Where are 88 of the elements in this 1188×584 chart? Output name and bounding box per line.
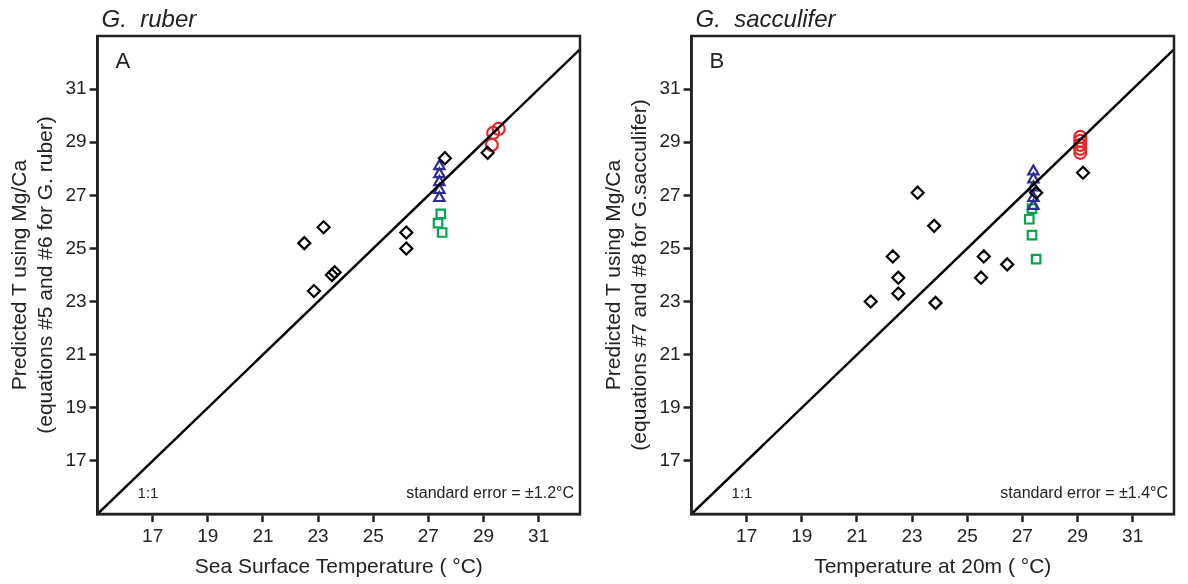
point: [1073, 141, 1088, 156]
y-tick-label: 29: [65, 130, 87, 152]
point: [1073, 129, 1088, 145]
y-tick-label: 31: [65, 77, 87, 99]
annotation: standard error = ±1.4°C: [1000, 484, 1168, 501]
y-tick-label: 25: [659, 236, 681, 258]
y-tick-label: 29: [659, 130, 681, 152]
point: [484, 137, 499, 152]
point: [1027, 164, 1040, 176]
point: [1073, 137, 1088, 152]
x-tick-label: 21: [846, 524, 868, 546]
y-tick-label: 27: [659, 183, 681, 205]
x-axis-title: Sea Surface Temperature ( °C): [194, 554, 483, 578]
point: [399, 225, 414, 240]
point: [433, 182, 446, 195]
x-tick-label: 25: [362, 524, 384, 546]
point: [435, 208, 447, 220]
point: [1023, 213, 1035, 225]
point: [910, 185, 925, 200]
point: [1027, 198, 1040, 211]
x-tick-label: 23: [307, 524, 329, 546]
x-tick-label: 31: [528, 524, 550, 546]
y-tick-label: 23: [659, 289, 681, 311]
x-tick-label: 31: [1122, 524, 1144, 546]
y-tick-label: 25: [65, 236, 87, 258]
point: [1027, 190, 1040, 203]
y-axis-title: Predicted T using Mg/Ca (equations #7 and #8 for G.sacculifer): [601, 99, 650, 451]
point: [976, 249, 991, 264]
y-tick-label: 27: [65, 183, 87, 205]
point: [480, 145, 495, 160]
point: [928, 295, 943, 310]
point: [1026, 229, 1038, 241]
annotation: 1:1: [137, 484, 159, 501]
x-tick-label: 21: [252, 524, 274, 546]
y-axis-title: Predicted T using Mg/Ca (equations #5 and #6 for G. ruber): [7, 116, 56, 434]
y-tick-label: 21: [659, 342, 681, 364]
y-tick-label: 31: [659, 77, 681, 99]
point: [306, 283, 322, 299]
point: [891, 270, 906, 285]
point: [927, 218, 942, 233]
y-tick-label: 23: [65, 289, 87, 311]
point: [486, 125, 501, 141]
point: [437, 151, 453, 166]
point: [433, 159, 446, 171]
x-tick-label: 27: [417, 524, 439, 546]
point: [1027, 172, 1040, 184]
point: [436, 227, 448, 238]
point: [1026, 203, 1038, 214]
point: [863, 294, 878, 309]
x-tick-label: 25: [956, 524, 978, 546]
point: [433, 174, 446, 187]
point: [1073, 133, 1088, 148]
chart-title: G. ruber: [101, 4, 198, 32]
y-tick-label: 17: [659, 449, 681, 471]
chart-title: G. sacculifer: [695, 4, 837, 32]
point: [399, 241, 414, 256]
point: [973, 270, 989, 285]
annotation: B: [709, 48, 725, 73]
y-tick-label: 19: [659, 396, 681, 418]
y-tick-label: 17: [65, 449, 87, 471]
annotation: A: [115, 48, 131, 73]
point: [1029, 185, 1044, 200]
y-tick-label: 19: [65, 396, 87, 418]
x-tick-label: 29: [472, 524, 495, 546]
x-tick-label: 19: [791, 524, 813, 546]
point: [885, 249, 900, 264]
x-tick-label: 27: [1011, 524, 1033, 546]
x-axis-title: Temperature at 20m ( °C): [814, 554, 1052, 578]
point: [316, 220, 331, 235]
x-tick-label: 19: [197, 524, 219, 546]
point: [491, 121, 506, 137]
point: [433, 166, 446, 179]
point: [1000, 257, 1015, 272]
x-tick-label: 29: [1066, 524, 1089, 546]
y-tick-label: 21: [65, 342, 87, 364]
x-tick-label: 23: [901, 524, 923, 546]
annotation: 1:1: [731, 484, 753, 501]
x-tick-label: 17: [736, 524, 758, 546]
annotation: standard error = ±1.2°C: [406, 484, 574, 501]
point: [1073, 145, 1088, 160]
point: [1027, 180, 1040, 192]
point: [1030, 253, 1042, 265]
point: [297, 236, 312, 251]
point: [891, 286, 906, 301]
point: [432, 217, 444, 229]
point: [433, 190, 446, 203]
point: [1075, 165, 1091, 180]
x-tick-label: 17: [142, 524, 164, 546]
